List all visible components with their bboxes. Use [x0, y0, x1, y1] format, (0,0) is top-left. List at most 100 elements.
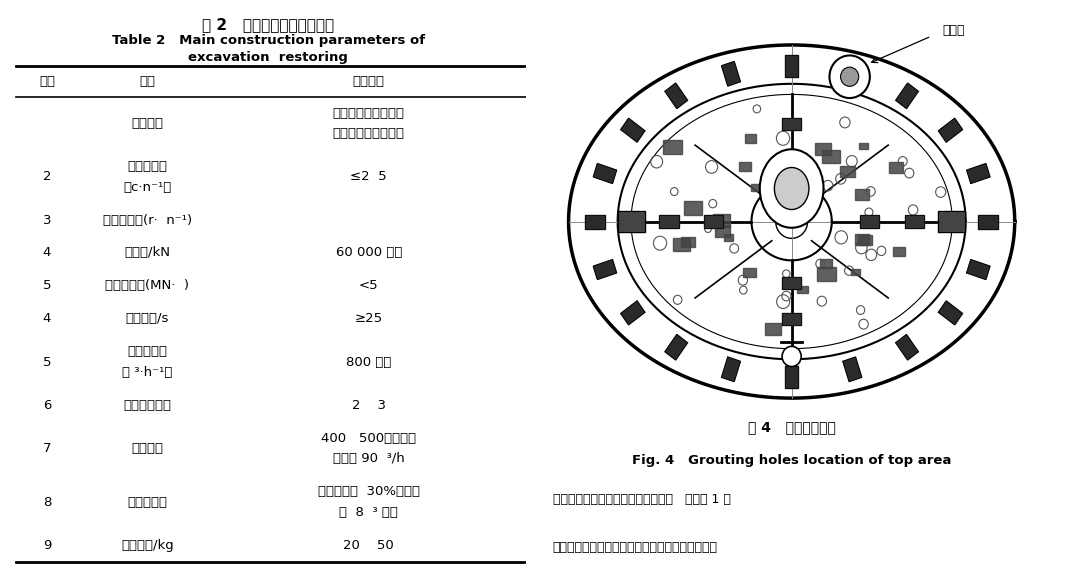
Text: 造成了正面崩塔及与江水的直接连通   由于第 1 次: 造成了正面崩塔及与江水的直接连通 由于第 1 次: [553, 494, 731, 506]
Text: 建筑空隙的  30%左右，: 建筑空隙的 30%左右，: [318, 485, 420, 498]
Ellipse shape: [774, 168, 809, 209]
Text: Table 2   Main construction parameters of: Table 2 Main construction parameters of: [112, 34, 425, 47]
Polygon shape: [822, 150, 840, 164]
Text: 刀盘扭矩／(MN·  ): 刀盘扭矩／(MN· ): [105, 280, 190, 292]
Polygon shape: [782, 277, 801, 289]
Text: 表 2   恢复掘进主要施工参数: 表 2 恢复掘进主要施工参数: [203, 17, 334, 32]
Polygon shape: [750, 184, 761, 192]
Text: 5: 5: [42, 280, 51, 292]
Text: 掘进速度／: 掘进速度／: [127, 160, 167, 173]
Text: 2: 2: [42, 170, 51, 183]
Polygon shape: [939, 118, 963, 142]
Polygon shape: [621, 118, 645, 142]
Text: <5: <5: [359, 280, 378, 292]
Text: 正面失稳处于江水的冲刷带，崩塔造成的江底沉降: 正面失稳处于江水的冲刷带，崩塔造成的江底沉降: [553, 541, 718, 554]
Polygon shape: [895, 83, 918, 109]
Polygon shape: [798, 285, 808, 293]
Polygon shape: [681, 237, 695, 247]
Polygon shape: [817, 267, 836, 281]
Polygon shape: [782, 118, 801, 130]
Text: 3: 3: [42, 213, 51, 227]
Polygon shape: [743, 268, 756, 277]
Polygon shape: [785, 366, 798, 388]
Polygon shape: [895, 335, 918, 360]
Text: Fig. 4   Grouting holes location of top area: Fig. 4 Grouting holes location of top ar…: [632, 454, 952, 467]
Polygon shape: [843, 61, 862, 86]
Polygon shape: [859, 142, 868, 149]
Text: 20    50: 20 50: [344, 539, 395, 552]
Polygon shape: [585, 214, 606, 229]
Text: 注浆孔: 注浆孔: [942, 24, 965, 37]
Polygon shape: [714, 225, 730, 237]
Text: 400   500，进排泥: 400 500，进排泥: [321, 432, 416, 445]
Polygon shape: [815, 144, 831, 156]
Polygon shape: [764, 323, 782, 335]
Text: （c·n⁻¹）: （c·n⁻¹）: [124, 181, 171, 193]
Text: 切口水压: 切口水压: [131, 117, 164, 130]
Polygon shape: [621, 301, 645, 325]
Polygon shape: [854, 235, 869, 245]
Text: 泥水流量／: 泥水流量／: [127, 345, 167, 358]
Text: 挖掘物料: 挖掘物料: [131, 442, 164, 455]
Polygon shape: [724, 235, 733, 241]
Text: 6: 6: [42, 399, 51, 412]
Polygon shape: [978, 214, 998, 229]
Polygon shape: [739, 162, 751, 170]
Polygon shape: [704, 216, 723, 228]
Text: 7: 7: [42, 442, 51, 455]
Polygon shape: [722, 61, 740, 86]
Circle shape: [782, 347, 801, 367]
Text: 参数要求: 参数要求: [352, 74, 385, 88]
Polygon shape: [851, 269, 860, 276]
Circle shape: [840, 67, 859, 86]
Circle shape: [829, 55, 869, 98]
Text: 盾尾油脂/kg: 盾尾油脂/kg: [121, 539, 173, 552]
Polygon shape: [889, 162, 903, 173]
Text: excavation  restoring: excavation restoring: [189, 50, 348, 63]
Text: 2    3: 2 3: [351, 399, 386, 412]
Text: 8: 8: [42, 495, 51, 509]
Polygon shape: [854, 189, 868, 200]
Polygon shape: [722, 357, 740, 382]
Text: 4: 4: [42, 247, 51, 260]
Ellipse shape: [760, 149, 824, 228]
Text: ≥25: ≥25: [354, 312, 383, 325]
Text: 5: 5: [42, 356, 51, 368]
Text: （ ³·h⁻¹）: （ ³·h⁻¹）: [122, 366, 172, 379]
Polygon shape: [821, 259, 831, 268]
Text: 9: 9: [42, 539, 51, 552]
Text: 进泥黏度/s: 进泥黏度/s: [126, 312, 169, 325]
Polygon shape: [593, 260, 617, 280]
Text: 800 左右: 800 左右: [346, 356, 391, 368]
Polygon shape: [939, 212, 965, 232]
Text: ≤2  5: ≤2 5: [350, 170, 387, 183]
Text: 4: 4: [42, 312, 51, 325]
Polygon shape: [664, 83, 687, 109]
Polygon shape: [593, 164, 617, 184]
Polygon shape: [905, 216, 924, 228]
Text: 刀盘转速／(r·  n⁻¹): 刀盘转速／(r· n⁻¹): [103, 213, 192, 227]
Text: 60 000 左右: 60 000 左右: [336, 247, 402, 260]
Text: 即  8  ³ 左右: 即 8 ³ 左右: [339, 506, 398, 519]
Polygon shape: [746, 134, 757, 142]
Polygon shape: [843, 357, 862, 382]
Polygon shape: [939, 301, 963, 325]
Polygon shape: [840, 166, 855, 177]
Polygon shape: [712, 214, 731, 228]
Text: 根据实际埋深计算，: 根据实际埋深计算，: [333, 106, 404, 120]
Text: 进泥相对密度: 进泥相对密度: [124, 399, 171, 412]
Polygon shape: [967, 164, 990, 184]
Polygon shape: [782, 313, 801, 325]
Text: 图 4   顶部注浆孔位: 图 4 顶部注浆孔位: [748, 420, 836, 435]
Text: 项目: 项目: [139, 74, 155, 88]
Polygon shape: [663, 140, 682, 154]
Text: 流量差 90  ³/h: 流量差 90 ³/h: [333, 452, 404, 466]
Polygon shape: [857, 235, 872, 245]
Polygon shape: [893, 247, 905, 256]
Polygon shape: [659, 216, 679, 228]
Polygon shape: [861, 216, 879, 228]
Text: 总推力/kN: 总推力/kN: [125, 247, 170, 260]
Text: 以顶部支撑压力为准: 以顶部支撑压力为准: [333, 127, 404, 140]
Polygon shape: [785, 55, 798, 77]
Polygon shape: [967, 260, 990, 280]
